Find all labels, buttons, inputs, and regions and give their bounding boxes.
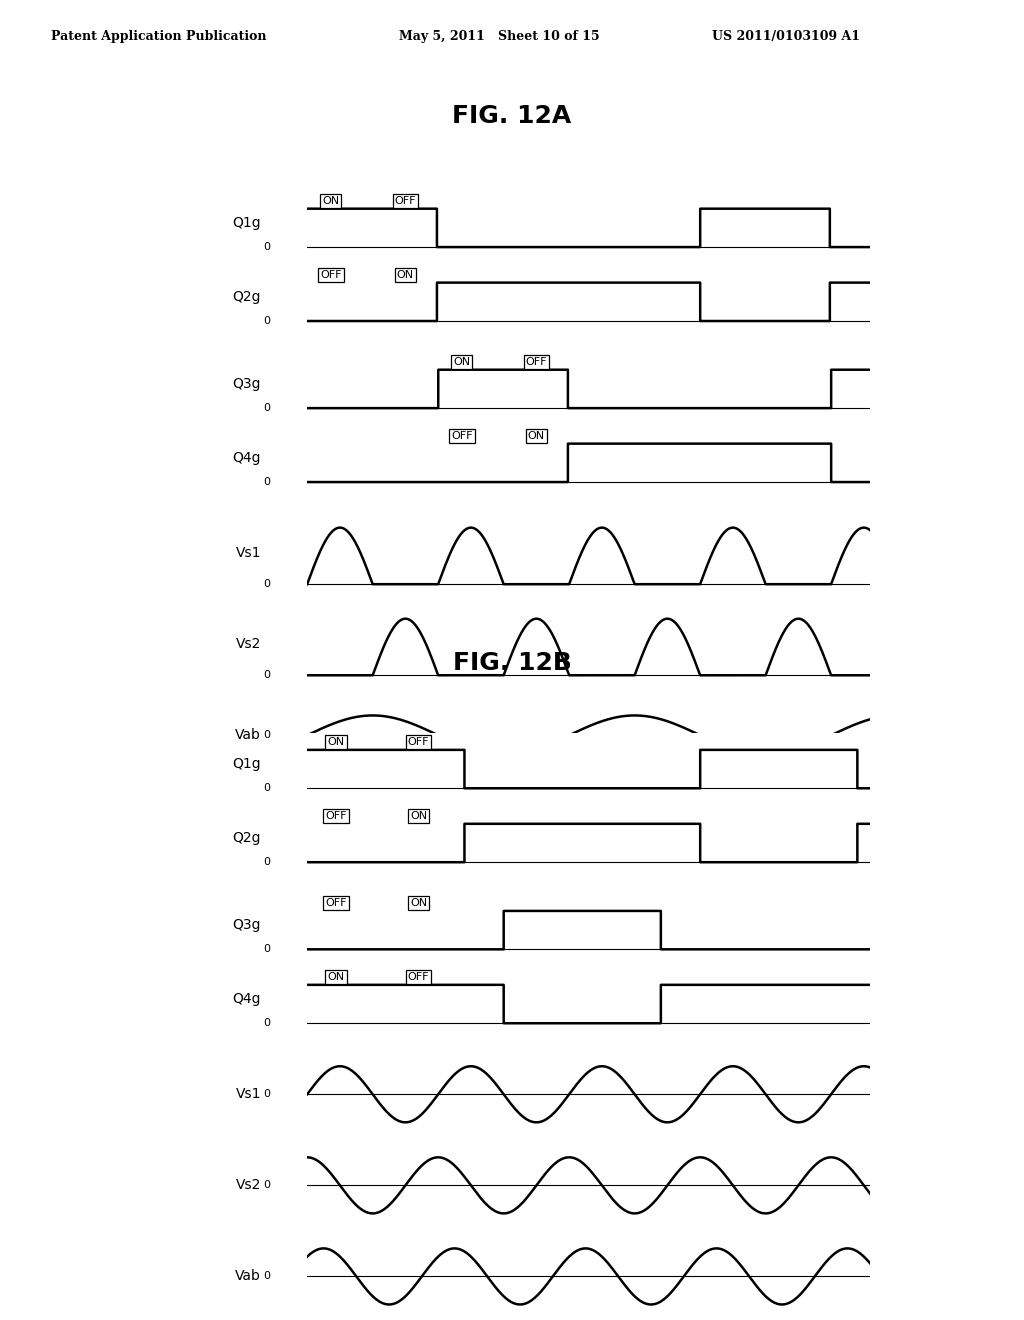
Text: Vs2: Vs2: [236, 1179, 261, 1192]
Text: 0: 0: [263, 1089, 270, 1100]
Text: 0: 0: [263, 857, 270, 867]
Text: FIG. 12B: FIG. 12B: [453, 651, 571, 675]
Text: 0: 0: [263, 242, 270, 252]
Text: Q4g: Q4g: [232, 451, 261, 465]
Text: ON: ON: [410, 810, 427, 821]
Text: Vs1: Vs1: [236, 546, 261, 560]
Text: OFF: OFF: [451, 430, 472, 441]
Text: OFF: OFF: [321, 269, 342, 280]
Text: Vab: Vab: [236, 729, 261, 742]
Text: ON: ON: [527, 430, 545, 441]
Text: 0: 0: [263, 579, 270, 589]
Text: OFF: OFF: [408, 737, 429, 747]
Text: 0: 0: [263, 671, 270, 680]
Text: Vs2: Vs2: [236, 638, 261, 651]
Text: ON: ON: [397, 269, 414, 280]
Text: ON: ON: [454, 356, 470, 367]
Text: 0: 0: [263, 403, 270, 413]
Text: OFF: OFF: [394, 195, 416, 206]
Text: Q1g: Q1g: [232, 216, 261, 230]
Text: Q3g: Q3g: [232, 378, 261, 391]
Text: OFF: OFF: [525, 356, 547, 367]
Text: ON: ON: [323, 195, 339, 206]
Text: 0: 0: [263, 783, 270, 793]
Text: Vs1: Vs1: [236, 1088, 261, 1101]
Text: Q2g: Q2g: [232, 290, 261, 304]
Text: ON: ON: [328, 737, 345, 747]
Text: 0: 0: [263, 1271, 270, 1282]
Text: ON: ON: [410, 898, 427, 908]
Text: Patent Application Publication: Patent Application Publication: [51, 30, 266, 44]
Text: OFF: OFF: [408, 972, 429, 982]
Text: Vab: Vab: [236, 1270, 261, 1283]
Text: FIG. 12A: FIG. 12A: [453, 104, 571, 128]
Text: Q3g: Q3g: [232, 919, 261, 932]
Text: OFF: OFF: [326, 810, 347, 821]
Text: 0: 0: [263, 477, 270, 487]
Text: Q1g: Q1g: [232, 758, 261, 771]
Text: 0: 0: [263, 1018, 270, 1028]
Text: May 5, 2011   Sheet 10 of 15: May 5, 2011 Sheet 10 of 15: [399, 30, 600, 44]
Text: ON: ON: [328, 972, 345, 982]
Text: US 2011/0103109 A1: US 2011/0103109 A1: [712, 30, 860, 44]
Text: 0: 0: [263, 944, 270, 954]
Text: OFF: OFF: [326, 898, 347, 908]
Text: 0: 0: [263, 1180, 270, 1191]
Text: Q4g: Q4g: [232, 993, 261, 1006]
Text: 0: 0: [263, 730, 270, 741]
Text: Q2g: Q2g: [232, 832, 261, 845]
Text: 0: 0: [263, 315, 270, 326]
